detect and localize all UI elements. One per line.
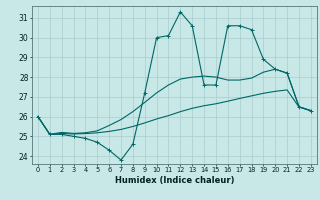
X-axis label: Humidex (Indice chaleur): Humidex (Indice chaleur)	[115, 176, 234, 185]
